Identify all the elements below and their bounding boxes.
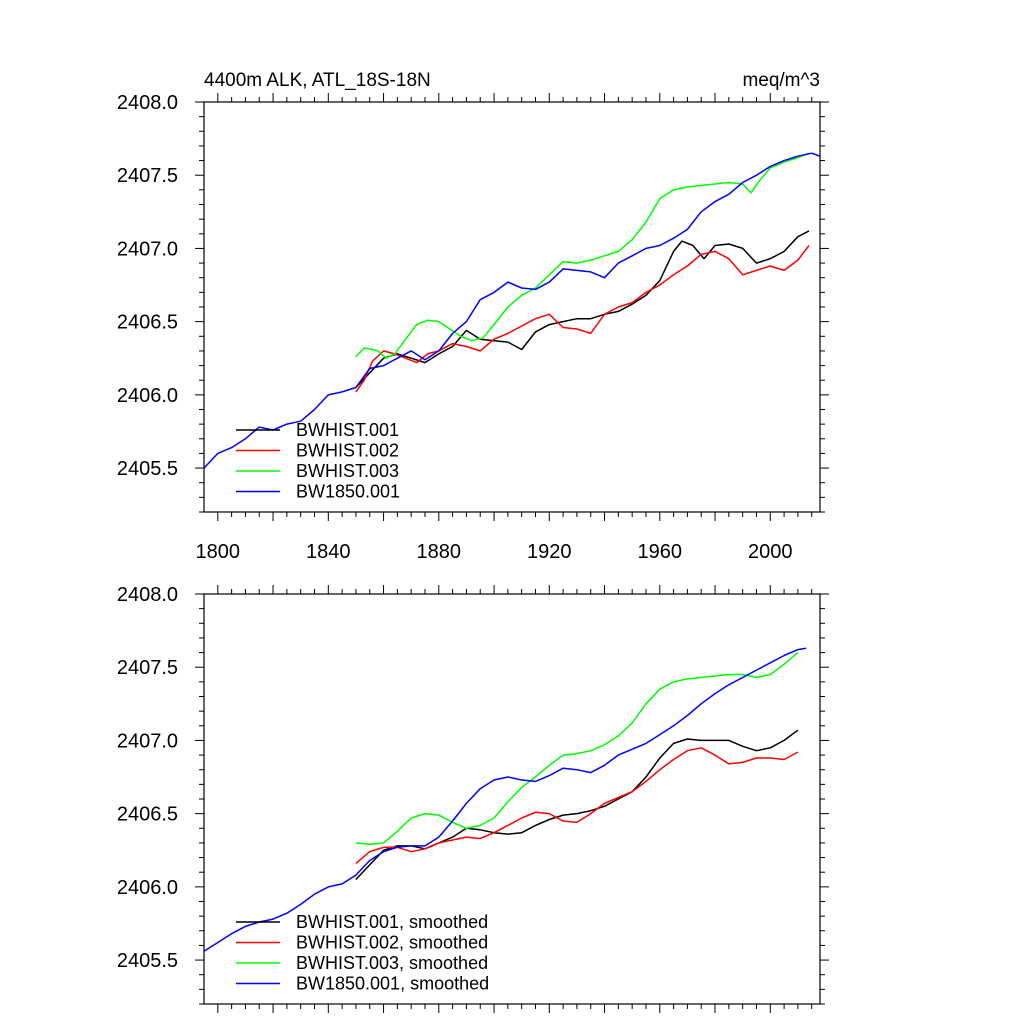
y-tick-label: 2407.0 [117,730,178,752]
legend-label-1: BWHIST.001, smoothed [296,912,488,932]
y-tick-label: 2408.0 [117,584,178,606]
series-line-2 [355,245,810,393]
x-tick-label: 1920 [527,541,572,563]
y-tick-label: 2406.5 [117,804,178,826]
legend-label-2: BWHIST.002 [296,441,399,461]
series-line-1 [355,729,799,881]
legend-label-3: BWHIST.003, smoothed [296,953,488,973]
chart-units: meq/m^3 [742,70,820,91]
y-tick-label: 2405.5 [117,458,178,480]
chart-title: 4400m ALK, ATL_18S-18N [204,70,431,91]
series-line-2 [355,747,799,864]
y-tick-label: 2406.5 [117,312,178,334]
y-tick-label: 2407.5 [117,657,178,679]
x-tick-label: 1800 [196,541,241,563]
y-tick-label: 2407.0 [117,238,178,260]
series-line-4 [204,647,807,952]
legend-label-1: BWHIST.001 [296,420,399,440]
y-tick-label: 2406.0 [117,877,178,899]
x-tick-label: 1840 [306,541,351,563]
series-line-1 [355,230,810,389]
legend-label-3: BWHIST.003 [296,461,399,481]
y-tick-label: 2407.5 [117,165,178,187]
legend-label-4: BW1850.001 [296,482,400,502]
x-tick-label: 1960 [638,541,683,563]
x-tick-label: 1880 [417,541,462,563]
chart-panel-2: 2408.0 2407.5 2407.0 2406.5 2406.0 2405.5 BWHI… [117,584,829,1013]
chart-panel-1: 2408.0 2407.5 2407.0 2406.5 2406.0 2405.5 1800… [117,70,829,563]
legend-label-4: BW1850.001, smoothed [296,974,489,994]
x-tick-label: 2000 [748,541,793,563]
series-line-3 [355,152,810,359]
y-tick-label: 2406.0 [117,385,178,407]
legend-label-2: BWHIST.002, smoothed [296,933,488,953]
y-tick-label: 2408.0 [117,92,178,114]
y-tick-label: 2405.5 [117,950,178,972]
series-line-4 [204,152,820,469]
series-line-3 [355,652,799,846]
